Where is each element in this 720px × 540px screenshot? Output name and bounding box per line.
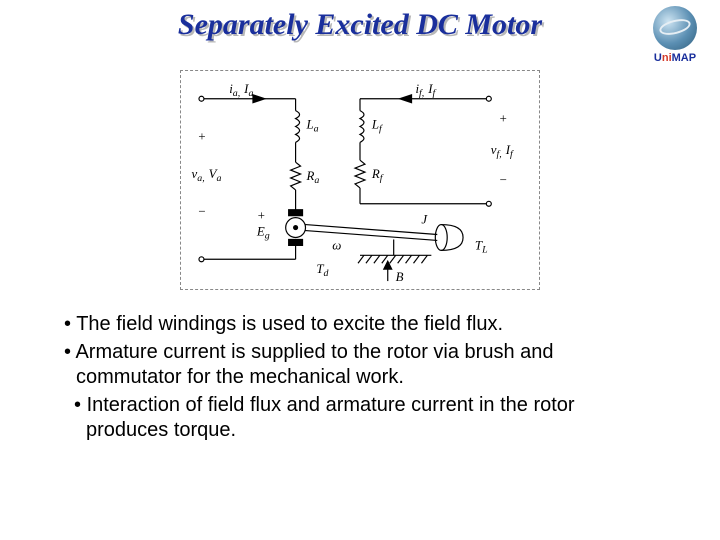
svg-text:Eg: Eg <box>256 224 270 241</box>
bullet-list: The field windings is used to excite the… <box>60 310 660 446</box>
logo-text: UniMAP <box>636 52 714 64</box>
logo-globe-icon <box>653 6 697 50</box>
svg-text:+: + <box>197 129 206 143</box>
svg-text:Td: Td <box>316 262 328 279</box>
svg-text:−: − <box>499 173 508 187</box>
unimap-logo: UniMAP <box>636 6 714 64</box>
svg-text:B: B <box>396 270 404 284</box>
svg-text:La: La <box>305 117 318 134</box>
svg-text:va,Va: va,Va <box>192 167 222 184</box>
svg-text:Rf: Rf <box>371 167 384 184</box>
bullet-1: The field windings is used to excite the… <box>60 312 660 338</box>
svg-text:ia,Ia: ia,Ia <box>229 82 253 99</box>
svg-text:Ra: Ra <box>305 169 319 186</box>
svg-text:if,If: if,If <box>415 82 436 99</box>
svg-text:Lf: Lf <box>371 117 383 134</box>
bullet-3: Interaction of field flux and armature c… <box>70 393 660 444</box>
svg-text:ω: ω <box>332 238 341 252</box>
svg-text:−: − <box>197 205 206 219</box>
slide-title: Separately Excited DC Motor Separately E… <box>178 8 542 42</box>
bullet-2: Armature current is supplied to the roto… <box>60 340 660 391</box>
svg-text:vf,If: vf,If <box>491 143 514 160</box>
svg-text:+: + <box>499 112 508 126</box>
circuit-diagram: ia,Ia La Ra + va,Va − + Eg if,If Lf Rf +… <box>180 70 540 290</box>
slide-title-text: Separately Excited DC Motor <box>178 8 542 41</box>
svg-text:+: + <box>257 209 266 223</box>
svg-text:TL: TL <box>475 238 488 255</box>
svg-text:J: J <box>421 213 428 227</box>
